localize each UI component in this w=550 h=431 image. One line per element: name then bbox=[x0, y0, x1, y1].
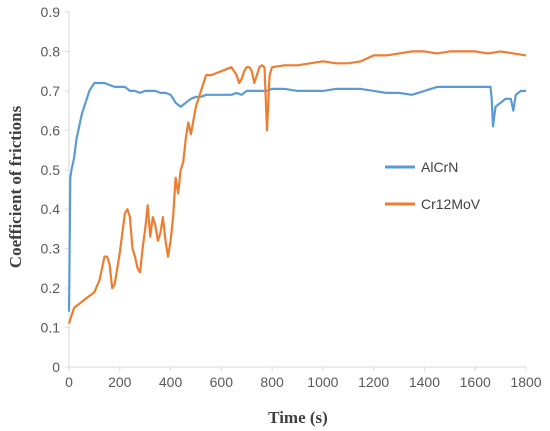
x-tick-label: 1000 bbox=[307, 374, 338, 390]
legend: AlCrN Cr12MoV bbox=[385, 159, 481, 212]
x-tick-label: 200 bbox=[108, 374, 132, 390]
x-tick-label: 600 bbox=[210, 374, 234, 390]
y-tick-label: 0.9 bbox=[41, 4, 61, 20]
tick-labels: 0 200 400 600 800 1000 1200 1400 1600 1800 0 0.1 0.2… bbox=[41, 4, 542, 390]
series-line-cr12mov bbox=[67, 50, 527, 324]
y-tick-label: 0.7 bbox=[41, 83, 61, 99]
y-tick-label: 0.5 bbox=[41, 162, 61, 178]
x-tick-label: 1400 bbox=[409, 374, 440, 390]
y-tick-label: 0 bbox=[52, 359, 60, 375]
x-axis-title: Time (s) bbox=[268, 408, 328, 427]
x-tick-label: 0 bbox=[65, 374, 73, 390]
x-tick-label: 1200 bbox=[358, 374, 389, 390]
y-tick-label: 0.3 bbox=[41, 241, 61, 257]
y-tick-label: 0.1 bbox=[41, 320, 61, 336]
y-axis-title: Coefficient of frictions bbox=[6, 105, 25, 268]
legend-label-cr12mov: Cr12MoV bbox=[421, 196, 481, 212]
x-tick-label: 1800 bbox=[510, 374, 541, 390]
legend-label-alcrn: AlCrN bbox=[421, 159, 458, 175]
series-lines bbox=[67, 50, 527, 324]
y-tick-label: 0.6 bbox=[41, 122, 61, 138]
y-tick-label: 0.4 bbox=[41, 201, 61, 217]
y-tick-label: 0.2 bbox=[41, 280, 61, 296]
x-tick-label: 400 bbox=[159, 374, 183, 390]
series-line-alcrn bbox=[67, 81, 526, 312]
x-tick-label: 800 bbox=[260, 374, 284, 390]
x-tick-label: 1600 bbox=[460, 374, 491, 390]
y-tick-label: 0.8 bbox=[41, 43, 61, 59]
